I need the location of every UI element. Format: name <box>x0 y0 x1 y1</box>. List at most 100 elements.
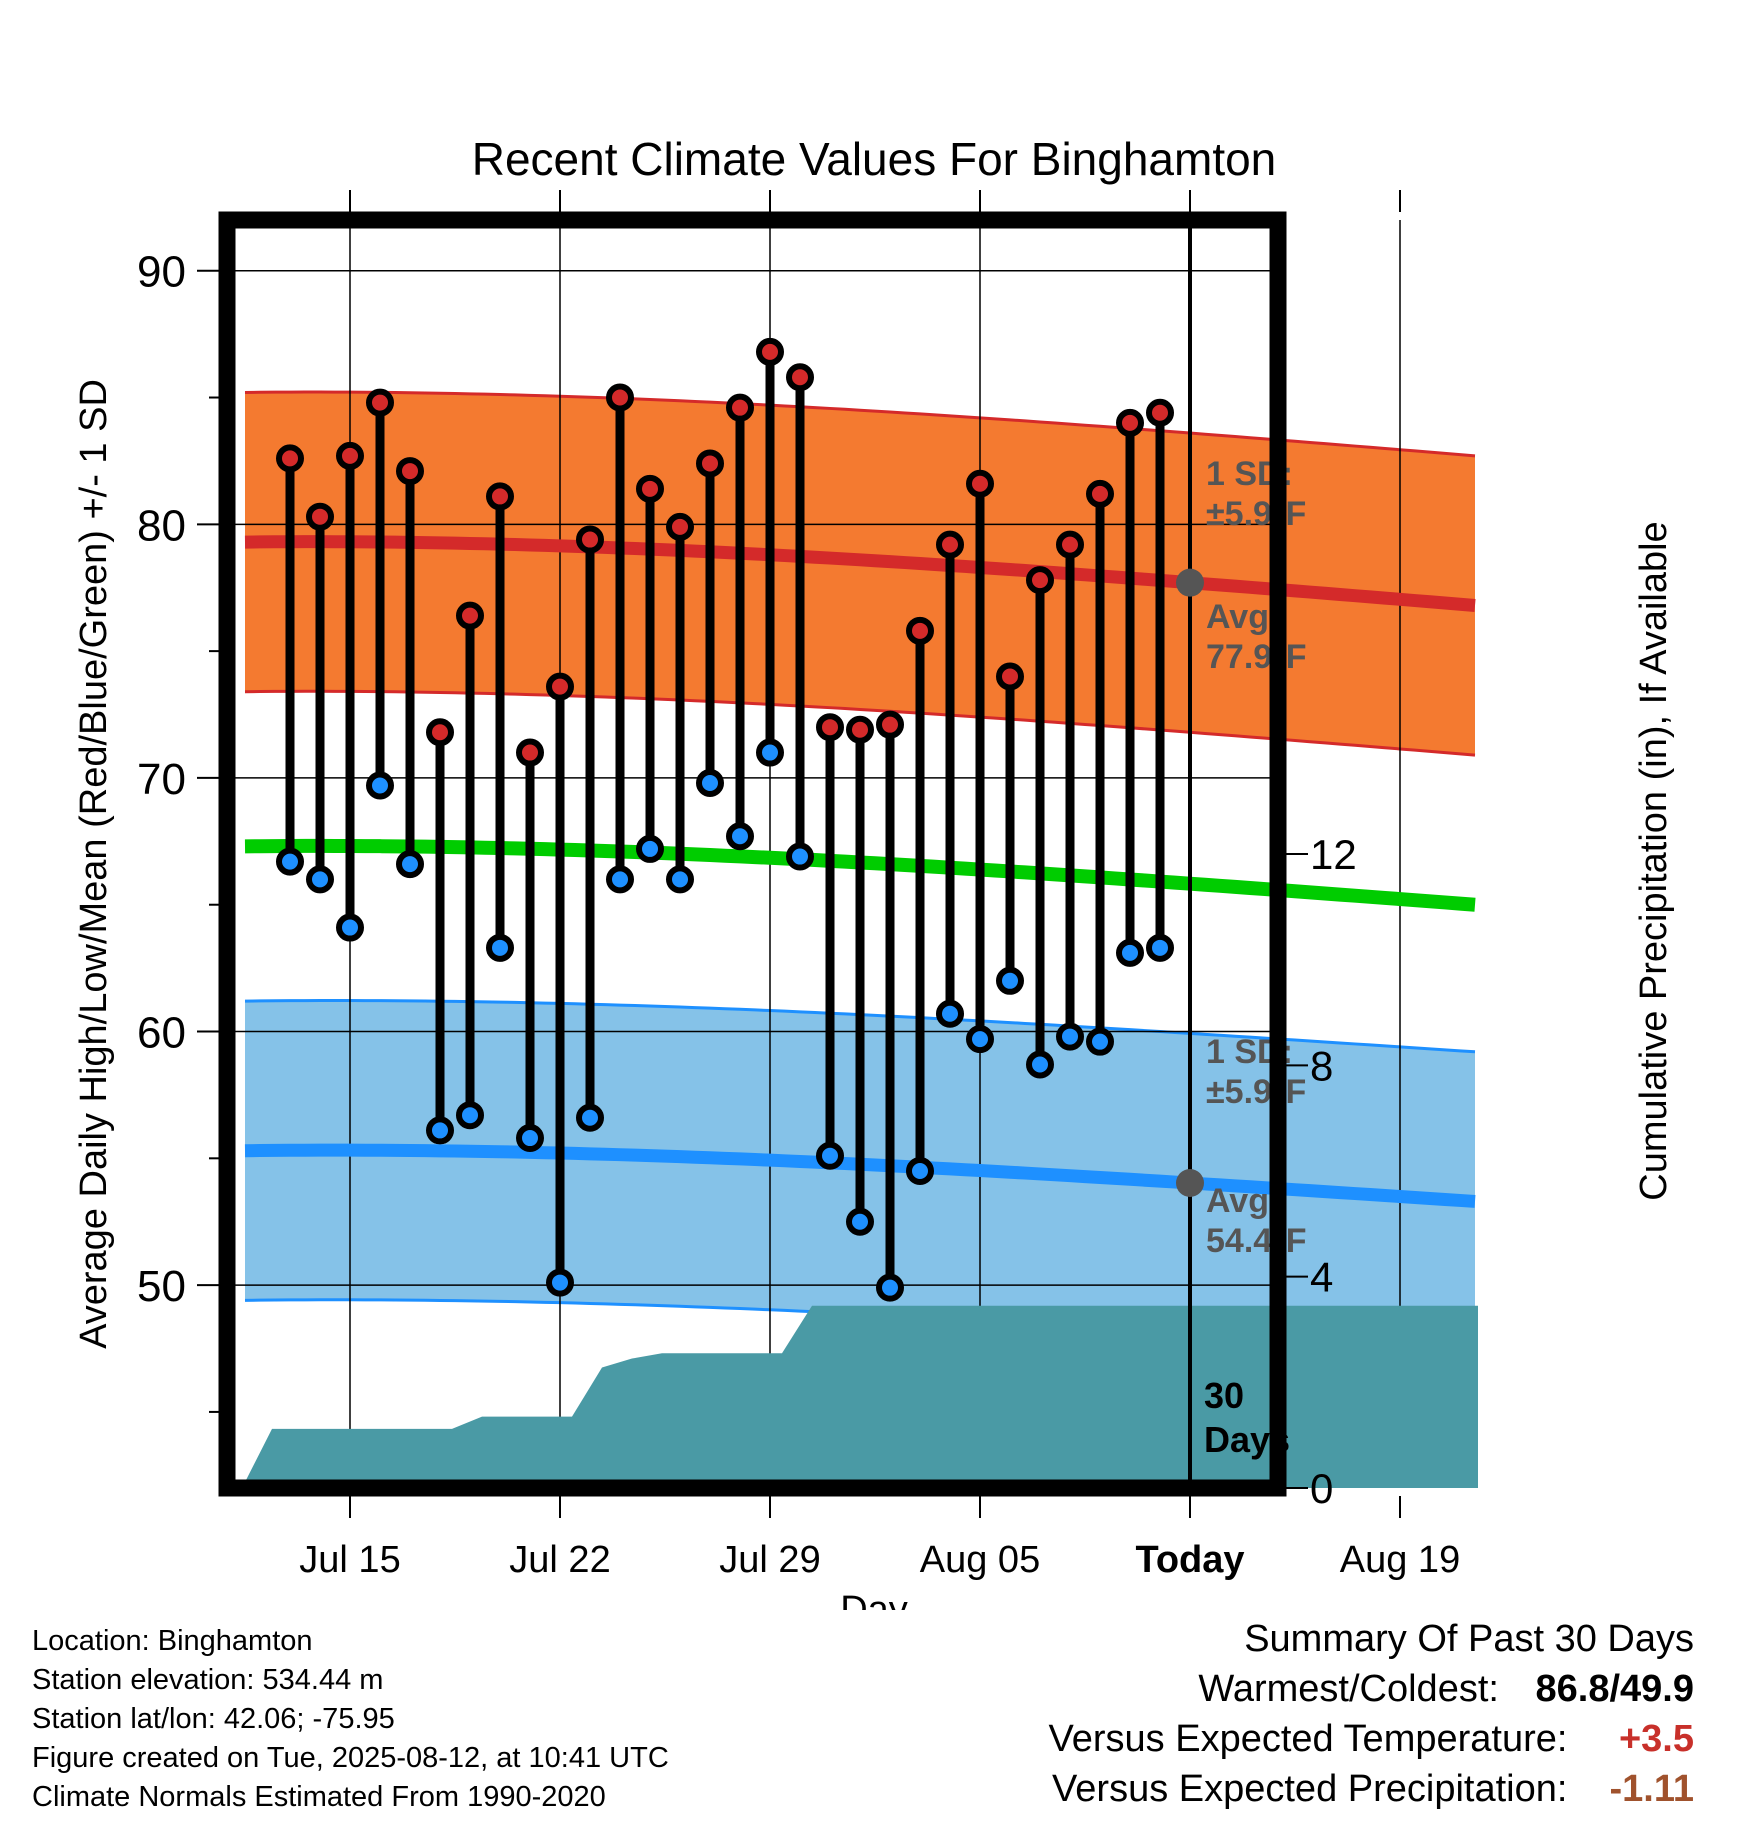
low-point <box>486 933 514 962</box>
low-point <box>276 847 304 876</box>
low-sd-value: ±5.9°F <box>1206 1073 1306 1111</box>
low-point <box>936 999 964 1028</box>
high-point <box>726 393 754 422</box>
y-tick-label: 50 <box>137 1262 186 1311</box>
low-point <box>876 1273 904 1302</box>
high-point <box>1056 530 1084 559</box>
low-point <box>456 1101 484 1130</box>
high-point <box>486 482 514 511</box>
summary-heading: Summary Of Past 30 Days <box>1244 1618 1694 1660</box>
low-point <box>756 738 784 767</box>
warmest-label: Warmest/Coldest: <box>1198 1668 1499 1710</box>
high-point <box>456 601 484 630</box>
y-tick-label: 70 <box>137 755 186 804</box>
x-tick-label: Jul 15 <box>299 1539 400 1581</box>
low-point <box>966 1025 994 1054</box>
created-text: Figure created on Tue, 2025-08-12, at 10… <box>32 1742 669 1774</box>
low-point <box>696 768 724 797</box>
x-tick-label: Jul 29 <box>719 1539 820 1581</box>
y2-tick-label: 8 <box>1310 1042 1333 1089</box>
low-point <box>1086 1027 1114 1056</box>
high-point <box>876 710 904 739</box>
low-point <box>816 1141 844 1170</box>
temp-value: +3.5 <box>1618 1718 1694 1760</box>
high-point <box>666 512 694 541</box>
high-point <box>1026 566 1054 595</box>
low-point <box>366 771 394 800</box>
precip-label: Versus Expected Precipitation: <box>1052 1768 1568 1810</box>
normals-text: Climate Normals Estimated From 1990-2020 <box>32 1781 606 1813</box>
low-avg-value: 54.4°F <box>1206 1222 1307 1260</box>
high-avg-value: 77.9°F <box>1206 638 1307 676</box>
y-tick-label: 80 <box>137 501 186 550</box>
x-tick-label: Today <box>1135 1539 1244 1581</box>
summary-panel: Summary Of Past 30 Days Warmest/Coldest:… <box>794 1614 1694 1814</box>
low-point <box>1026 1050 1054 1079</box>
high-avg-today-marker <box>1176 568 1204 597</box>
low-point <box>726 822 754 851</box>
high-sd-band <box>245 392 1475 756</box>
latlon-text: Station lat/lon: 42.06; -75.95 <box>32 1703 395 1735</box>
high-point <box>936 530 964 559</box>
y2-tick-label: 4 <box>1310 1254 1333 1301</box>
low-point <box>786 842 814 871</box>
low-point <box>1056 1022 1084 1051</box>
high-sd-value: ±5.9°F <box>1206 495 1306 533</box>
low-point <box>846 1207 874 1236</box>
low-avg-label: Avg: <box>1206 1182 1280 1220</box>
high-point <box>816 713 844 742</box>
high-point <box>696 449 724 478</box>
chart-title: Recent Climate Values For Binghamton <box>472 133 1277 185</box>
high-point <box>336 441 364 470</box>
high-point <box>1086 479 1114 508</box>
low-point <box>996 966 1024 995</box>
y-axis-label: Average Daily High/Low/Mean (Red/Blue/Gr… <box>73 379 115 1349</box>
station-info: Location: Binghamton Station elevation: … <box>32 1622 669 1817</box>
low-point <box>336 913 364 942</box>
y-tick-label: 90 <box>137 248 186 297</box>
low-point <box>606 865 634 894</box>
x-tick-label: Jul 22 <box>509 1539 610 1581</box>
precipitation-area <box>242 1305 1478 1488</box>
low-point <box>546 1268 574 1297</box>
summary-warmest-row: Warmest/Coldest: 86.8/49.9 <box>794 1664 1694 1714</box>
y2-axis-label: Cumulative Precipitation (in), If Availa… <box>1633 521 1675 1200</box>
low-point <box>396 850 424 879</box>
high-point <box>426 718 454 747</box>
high-point <box>1116 408 1144 437</box>
warmest-value: 86.8/49.9 <box>1535 1668 1694 1710</box>
x-axis-label: Day <box>840 1589 908 1610</box>
low-point <box>576 1103 604 1132</box>
elevation-text: Station elevation: 534.44 m <box>32 1664 384 1696</box>
days-label-number: 30 <box>1204 1375 1244 1416</box>
low-point <box>636 834 664 863</box>
high-point <box>786 363 814 392</box>
high-point <box>606 383 634 412</box>
high-point <box>396 457 424 486</box>
high-point <box>966 469 994 498</box>
high-point <box>546 672 574 701</box>
x-tick-label: Aug 05 <box>920 1539 1040 1581</box>
low-point <box>306 865 334 894</box>
high-avg-label: Avg: <box>1206 598 1280 636</box>
high-point <box>906 616 934 645</box>
low-avg-today-marker <box>1176 1169 1204 1198</box>
low-point <box>426 1116 454 1145</box>
y2-tick-label: 0 <box>1310 1465 1333 1512</box>
summary-temp-row: Versus Expected Temperature: +3.5 <box>794 1714 1694 1764</box>
high-point <box>576 525 604 554</box>
high-point <box>306 502 334 531</box>
high-point <box>756 337 784 366</box>
high-point <box>1146 398 1174 427</box>
plot-frame <box>218 211 1287 1497</box>
summary-precip-row: Versus Expected Precipitation: -1.11 <box>794 1764 1694 1814</box>
temp-label: Versus Expected Temperature: <box>1048 1718 1568 1760</box>
high-point <box>636 474 664 503</box>
location-text: Location: Binghamton <box>32 1625 313 1657</box>
y-tick-label: 60 <box>137 1009 186 1058</box>
x-tick-label: Aug 19 <box>1340 1539 1460 1581</box>
high-point <box>366 388 394 417</box>
low-point <box>906 1157 934 1185</box>
low-point <box>666 865 694 894</box>
precip-value: -1.11 <box>1609 1768 1694 1810</box>
